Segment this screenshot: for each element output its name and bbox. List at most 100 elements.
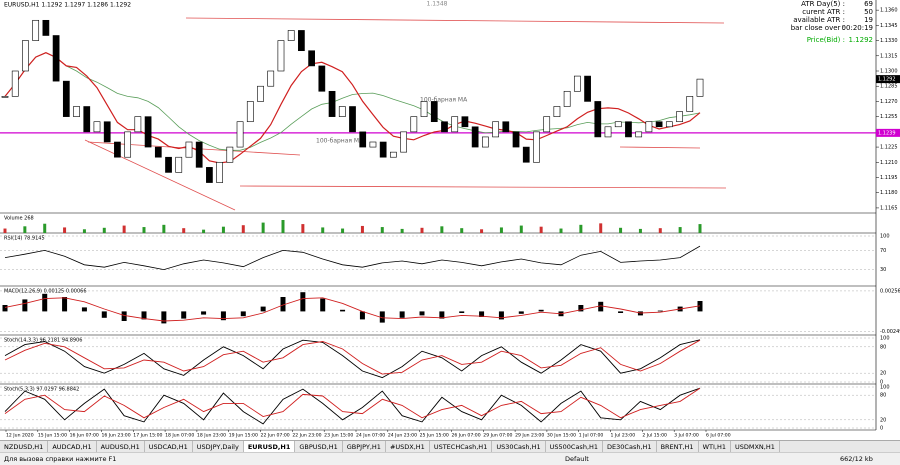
symbol-tab[interactable]: #USDX,H1: [386, 441, 430, 453]
candle: [400, 131, 407, 153]
volume-bar: [599, 223, 603, 233]
time-label: 22 Jun 07:00: [261, 433, 290, 439]
level-box: [876, 128, 900, 137]
volume-bar: [63, 227, 67, 233]
symbol-tab[interactable]: AUDUSD,H1: [97, 441, 145, 453]
candle: [461, 116, 469, 128]
candle: [308, 50, 315, 67]
candle: [185, 141, 193, 158]
candle: [451, 116, 459, 133]
candle: [11, 70, 19, 97]
volume-bar: [43, 223, 47, 233]
candle: [246, 101, 254, 123]
volume-bar: [658, 228, 662, 233]
time-label: 3 Jul 07:00: [674, 433, 699, 439]
symbol-tab[interactable]: USTECHCash,H1: [430, 441, 493, 453]
ma-annotation: 100-барная MA: [420, 97, 468, 104]
price-tick-label: 1.1345: [880, 23, 898, 29]
symbol-tab[interactable]: AUDCAD,H1: [48, 441, 97, 453]
price-tick-label: 1.1165: [880, 205, 898, 211]
candle: [625, 121, 632, 138]
symbol-tab[interactable]: US500Cash,H1: [546, 441, 604, 453]
time-label: 6 Jul 07:00: [706, 433, 731, 439]
price-tick-label: 1.1300: [880, 69, 898, 75]
top-note: 1.1348: [427, 1, 448, 8]
volume-bar: [678, 227, 682, 233]
macd-bar: [121, 311, 127, 321]
symbol-tab[interactable]: NZDUSD,H1: [0, 441, 49, 453]
symbol-tab[interactable]: USDCAD,H1: [145, 441, 193, 453]
symbol-tab[interactable]: BRENT,H1: [657, 441, 699, 453]
info-label: ATR Day(5) :: [801, 0, 845, 8]
time-label: 16 Jun 23:00: [101, 433, 130, 439]
status-help: Для вызова справки нажмите F1: [4, 455, 117, 463]
time-label: 26 Jun 07:00: [451, 433, 480, 439]
time-label: 18 Jun 23:00: [197, 433, 226, 439]
macd-bar: [240, 311, 246, 317]
indicator-tick-label: 30: [880, 267, 886, 273]
time-label: 24 Jun 23:00: [388, 433, 417, 439]
time-label: 29 Jun 23:00: [515, 433, 544, 439]
indicator-label: MACD(12,26,9) 0.00125 0.00066: [4, 289, 87, 295]
time-label: 25 Jun 15:00: [420, 433, 449, 439]
time-label: 24 Jun 07:00: [356, 433, 385, 439]
moving-average: [4, 52, 701, 164]
candle: [277, 40, 285, 72]
macd-bar: [419, 311, 425, 316]
candle: [32, 19, 40, 41]
candle: [73, 106, 80, 117]
symbol-tab[interactable]: GBPJPY,H1: [343, 441, 386, 453]
candle: [62, 80, 70, 117]
candle: [42, 19, 50, 36]
indicator-line: [4, 387, 701, 419]
macd-bar: [62, 297, 68, 312]
candle: [134, 116, 142, 133]
symbol-tab[interactable]: EURUSD,H1: [243, 441, 296, 453]
symbol-tab[interactable]: DE30Cash,H1: [603, 441, 657, 453]
candle: [614, 121, 622, 128]
symbol-tab[interactable]: US30Cash,H1: [492, 441, 546, 453]
indicator-line: [4, 339, 701, 375]
info-label: bar close over :: [791, 24, 845, 32]
candle: [390, 151, 397, 158]
volume-bar: [579, 224, 583, 233]
macd-bar: [220, 311, 226, 321]
indicator-tick-label: 100: [880, 385, 890, 391]
volume-bar: [241, 225, 245, 233]
symbol-tab[interactable]: USDJPY,Daily: [193, 441, 244, 453]
time-label: 17 Jun 15:00: [133, 433, 162, 439]
info-label: curent ATR :: [802, 8, 845, 16]
volume-bar: [559, 228, 563, 233]
symbol-tab[interactable]: GBPUSD,H1: [295, 441, 343, 453]
macd-bar: [22, 299, 28, 312]
candle: [430, 101, 438, 123]
candle: [257, 85, 264, 102]
volume-bar: [420, 227, 424, 233]
macd-bar: [618, 311, 624, 313]
volume-bar: [261, 222, 265, 233]
symbol-tab[interactable]: USDMXN,H1: [731, 441, 780, 453]
macd-bar: [300, 292, 306, 312]
macd-bar: [379, 311, 385, 323]
time-label: 18 Jun 07:00: [165, 433, 194, 439]
price-tick-label: 1.1255: [880, 114, 898, 120]
candle: [267, 70, 275, 87]
volume-bar: [698, 224, 702, 233]
candle: [492, 121, 499, 138]
indicator-tick-label: 20: [880, 371, 886, 377]
time-label: 22 Jun 23:00: [292, 433, 321, 439]
candle: [471, 126, 479, 148]
candle: [696, 78, 704, 97]
time-label: 1 Jul 23:00: [611, 433, 636, 439]
macd-bar: [141, 311, 147, 320]
candle: [103, 121, 111, 143]
symbol-tab[interactable]: WTI,H1: [699, 441, 731, 453]
channel-line: [239, 185, 727, 189]
time-label: 16 Jun 07:00: [70, 433, 99, 439]
macd-bar: [320, 298, 326, 312]
candle: [206, 167, 213, 183]
volume-bar: [480, 229, 484, 233]
indicator-line: [4, 297, 701, 322]
channel-line: [84, 139, 236, 211]
